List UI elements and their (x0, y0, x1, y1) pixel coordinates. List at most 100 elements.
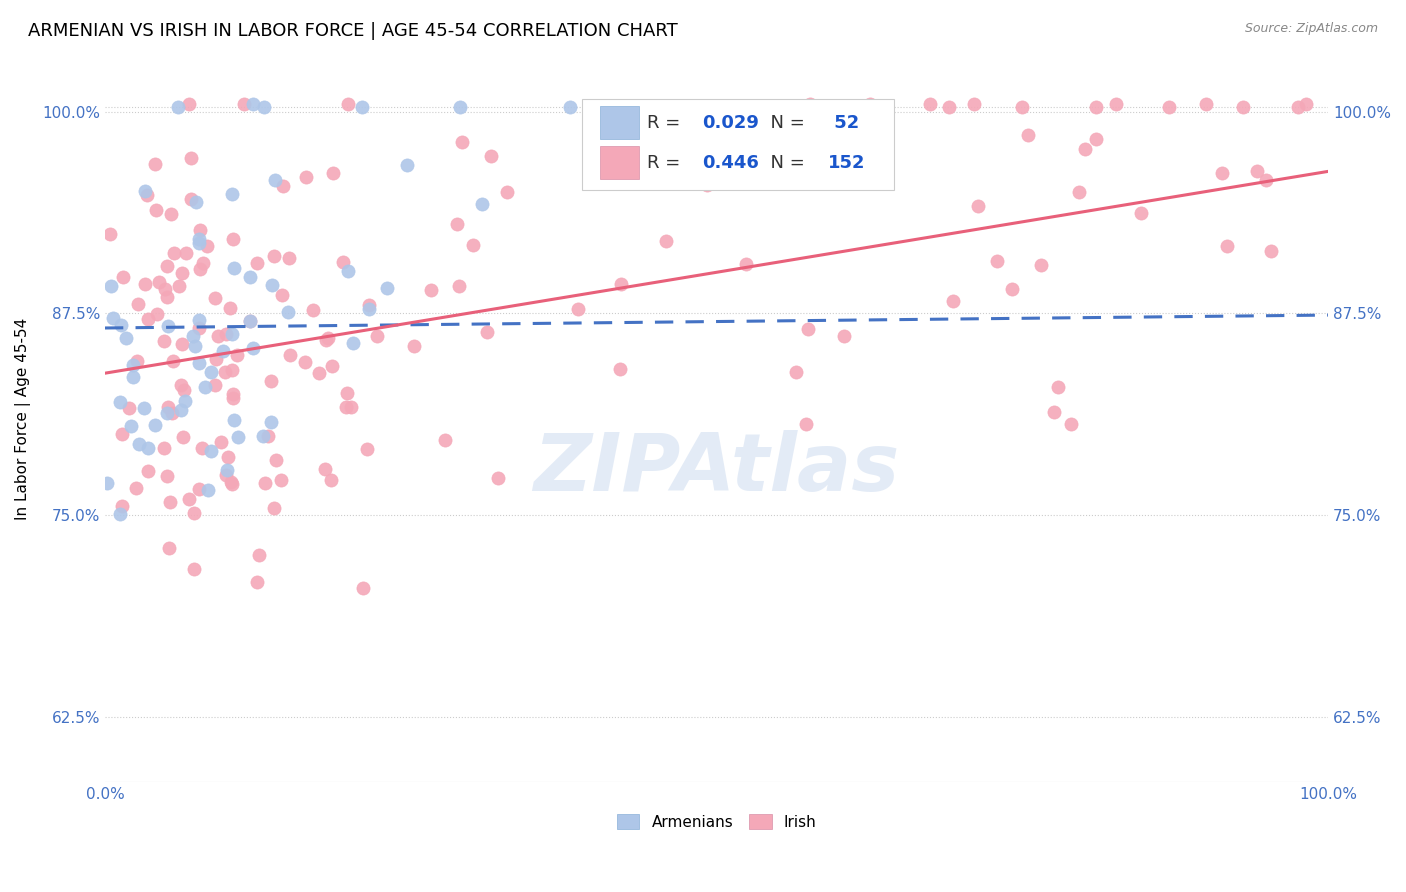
Point (217, 450, 239, 464)
Point (136, 312, 159, 326)
Point (145, 203, 167, 218)
Point (170, 337, 193, 351)
Point (128, 436, 150, 450)
Point (277, 305, 299, 319)
Point (942, 293, 965, 308)
Point (1067, 186, 1090, 200)
Point (655, 235, 678, 249)
Point (779, 100, 801, 114)
Legend: Armenians, Irish: Armenians, Irish (610, 807, 823, 836)
Point (356, 442, 378, 457)
Point (188, 223, 211, 237)
Point (156, 260, 179, 274)
Point (761, 152, 783, 166)
Point (136, 187, 159, 202)
Point (986, 253, 1008, 268)
Point (359, 301, 381, 316)
Point (446, 217, 468, 231)
Point (336, 386, 359, 401)
Point (155, 290, 177, 304)
Point (257, 428, 280, 442)
Point (204, 378, 226, 392)
Point (1211, 166, 1233, 180)
Point (242, 96, 264, 111)
Point (221, 363, 243, 377)
Point (186, 194, 208, 209)
Point (253, 100, 276, 114)
Point (352, 581, 374, 595)
Point (1029, 258, 1052, 272)
Point (734, 257, 756, 271)
Point (294, 355, 316, 369)
Point (156, 468, 179, 483)
Point (1084, 100, 1107, 114)
Point (118, 401, 141, 415)
Point (252, 429, 274, 443)
Point (204, 291, 226, 305)
Point (273, 179, 295, 194)
Point (167, 279, 190, 293)
Point (181, 329, 204, 343)
Point (246, 574, 269, 589)
Point (157, 319, 180, 334)
Point (143, 157, 166, 171)
Point (246, 256, 269, 270)
Point (1232, 100, 1254, 114)
Point (1195, 96, 1218, 111)
Point (249, 549, 271, 563)
Point (111, 499, 134, 513)
Point (239, 314, 262, 328)
Text: 0.029: 0.029 (702, 113, 759, 132)
Point (449, 278, 471, 293)
Point (962, 96, 984, 111)
Point (96, 476, 118, 491)
Point (207, 329, 229, 343)
Point (173, 383, 195, 397)
Point (1260, 244, 1282, 259)
Point (1256, 173, 1278, 187)
Point (683, 154, 706, 169)
Point (174, 245, 197, 260)
Point (260, 415, 283, 429)
Text: R =: R = (647, 113, 686, 132)
Point (315, 333, 337, 347)
Point (322, 166, 344, 180)
Text: Source: ZipAtlas.com: Source: ZipAtlas.com (1244, 22, 1378, 36)
Point (183, 562, 205, 576)
Y-axis label: In Labor Force | Age 45-54: In Labor Force | Age 45-54 (15, 318, 31, 519)
Point (167, 100, 190, 114)
Point (221, 186, 243, 201)
Point (156, 406, 179, 420)
Point (172, 266, 194, 280)
Point (450, 135, 472, 149)
Point (180, 192, 202, 206)
Point (127, 296, 149, 310)
Point (174, 394, 197, 409)
Point (314, 462, 336, 476)
Point (340, 400, 363, 414)
Point (187, 483, 209, 497)
Point (1084, 132, 1107, 146)
Point (496, 185, 519, 199)
Point (217, 463, 239, 477)
Point (350, 100, 373, 114)
Point (125, 353, 148, 368)
Point (115, 331, 138, 345)
Point (1060, 417, 1083, 432)
Point (148, 275, 170, 289)
Point (191, 441, 214, 455)
Point (218, 301, 240, 316)
Point (191, 255, 214, 269)
Point (859, 96, 882, 111)
Point (337, 96, 360, 111)
Point (332, 255, 354, 269)
Point (221, 391, 243, 405)
Point (357, 298, 380, 312)
Text: N =: N = (759, 153, 811, 171)
Point (152, 441, 174, 455)
Point (558, 100, 581, 114)
Point (253, 476, 276, 491)
Point (651, 136, 673, 150)
Point (111, 427, 134, 442)
Point (177, 492, 200, 507)
